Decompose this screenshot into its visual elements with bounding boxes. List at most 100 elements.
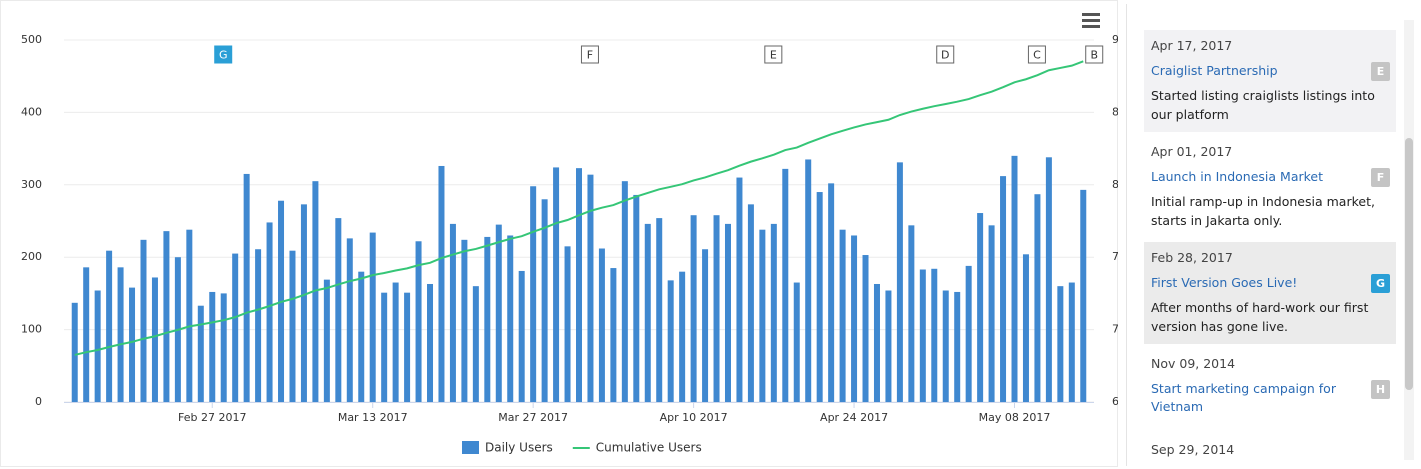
scrollbar-thumb[interactable] xyxy=(1405,138,1413,390)
bar xyxy=(839,229,846,402)
bar xyxy=(747,204,754,402)
bar xyxy=(140,239,147,402)
menu-icon[interactable] xyxy=(1082,13,1100,28)
event-description: After months of hard-work our first vers… xyxy=(1151,300,1369,334)
bar xyxy=(369,232,376,402)
bar xyxy=(862,255,869,402)
y2-tick-label: 65k xyxy=(1112,395,1118,408)
flag-label: D xyxy=(941,49,949,62)
bar xyxy=(690,215,697,402)
y2-tick-label: 70k xyxy=(1112,323,1118,336)
x-tick-label: Apr 24 2017 xyxy=(820,411,888,424)
bar xyxy=(472,286,479,402)
flag-label: C xyxy=(1033,49,1041,62)
bar xyxy=(507,235,514,402)
event-date: Apr 17, 2017 xyxy=(1151,38,1233,53)
flag-box xyxy=(764,45,783,64)
event-description: Started listing craiglists listings into… xyxy=(1151,88,1375,122)
x-tick-label: May 08 2017 xyxy=(979,411,1051,424)
event-title[interactable]: First Version Goes Live! xyxy=(1151,275,1298,290)
y2-tick-label: 80k xyxy=(1112,178,1118,191)
bar xyxy=(610,268,617,402)
bar xyxy=(129,287,136,402)
event-card[interactable]: Apr 17, 2017 Craiglist Partnership E Starte… xyxy=(1144,30,1396,132)
bar xyxy=(346,238,353,402)
event-title[interactable]: Craiglist Partnership xyxy=(1151,63,1278,78)
flag[interactable]: G xyxy=(214,45,233,64)
bar xyxy=(530,186,537,402)
legend-item[interactable]: Daily Users xyxy=(462,441,553,455)
event-list: Apr 17, 2017 Craiglist Partnership E Starte… xyxy=(1126,4,1407,466)
bar xyxy=(151,277,158,402)
bar xyxy=(243,173,250,402)
event-card[interactable]: Sep 29, 2014 xyxy=(1144,434,1396,466)
bar xyxy=(919,269,926,402)
event-card[interactable]: Feb 28, 2017 First Version Goes Live! G Aft… xyxy=(1144,242,1396,344)
legend-swatch xyxy=(462,441,479,454)
bar xyxy=(518,270,525,402)
event-date: Apr 01, 2017 xyxy=(1151,144,1233,159)
bar xyxy=(1068,282,1075,402)
bar xyxy=(564,246,571,402)
flag-box xyxy=(1027,45,1046,64)
flag[interactable]: E xyxy=(764,45,783,64)
flag-label: B xyxy=(1090,49,1098,62)
event-card[interactable]: Apr 01, 2017 Launch in Indonesia Market F I… xyxy=(1144,136,1396,238)
bar xyxy=(186,229,193,402)
bar xyxy=(541,199,548,402)
bar xyxy=(805,159,812,402)
bar xyxy=(770,223,777,402)
line xyxy=(74,60,1084,356)
legend-label: Cumulative Users xyxy=(596,441,702,455)
bar xyxy=(759,229,766,402)
bar xyxy=(449,223,456,402)
event-badge: F xyxy=(1371,168,1390,187)
bar xyxy=(461,239,468,402)
bar xyxy=(266,222,273,402)
bar xyxy=(484,236,491,402)
y2-tick-label: 75k xyxy=(1112,250,1118,263)
bar xyxy=(1000,176,1007,402)
bar xyxy=(931,268,938,402)
bar xyxy=(793,282,800,402)
event-title[interactable]: Launch in Indonesia Market xyxy=(1151,169,1323,184)
x-tick-label: Feb 27 2017 xyxy=(178,411,246,424)
flag[interactable]: C xyxy=(1027,45,1046,64)
y-tick-label: 300 xyxy=(21,178,42,191)
flag[interactable]: B xyxy=(1085,45,1104,64)
bar xyxy=(954,291,961,402)
x-tick-label: Apr 10 2017 xyxy=(660,411,728,424)
flag[interactable]: F xyxy=(580,45,599,64)
bar xyxy=(576,168,582,402)
flag-box xyxy=(936,45,955,64)
flag[interactable]: D xyxy=(936,45,955,64)
bar xyxy=(702,249,709,402)
bar xyxy=(598,248,605,402)
legend-item[interactable]: Cumulative Users xyxy=(572,441,702,455)
flag-label: G xyxy=(219,49,228,62)
event-badge: H xyxy=(1371,380,1390,399)
bar xyxy=(736,177,743,402)
y-tick-label: 200 xyxy=(21,250,42,263)
bar xyxy=(381,292,388,402)
event-title[interactable]: Start marketing campaign for Vietnam xyxy=(1151,381,1336,414)
bar xyxy=(724,223,731,402)
event-card[interactable]: Nov 09, 2014 Start marketing campaign for… xyxy=(1144,348,1396,430)
bar xyxy=(667,280,674,402)
chart: 0 100 200 300 400 500 65k 70k 75k 80k 85k 90k Feb 27… xyxy=(0,0,1118,467)
bar xyxy=(977,213,984,402)
event-badge: G xyxy=(1371,274,1390,293)
menu-bar xyxy=(1082,25,1100,28)
bar xyxy=(656,218,663,402)
y2-tick-label: 90k xyxy=(1112,33,1118,46)
flag-label: F xyxy=(587,49,593,62)
y-tick-label: 100 xyxy=(21,323,42,336)
bar xyxy=(1011,155,1018,402)
bar xyxy=(404,292,411,402)
bar xyxy=(1034,194,1041,402)
bar xyxy=(323,279,330,402)
flag-label: E xyxy=(770,49,777,62)
flag-box xyxy=(580,45,599,64)
bar xyxy=(896,162,903,402)
event-date: Nov 09, 2014 xyxy=(1151,356,1236,371)
